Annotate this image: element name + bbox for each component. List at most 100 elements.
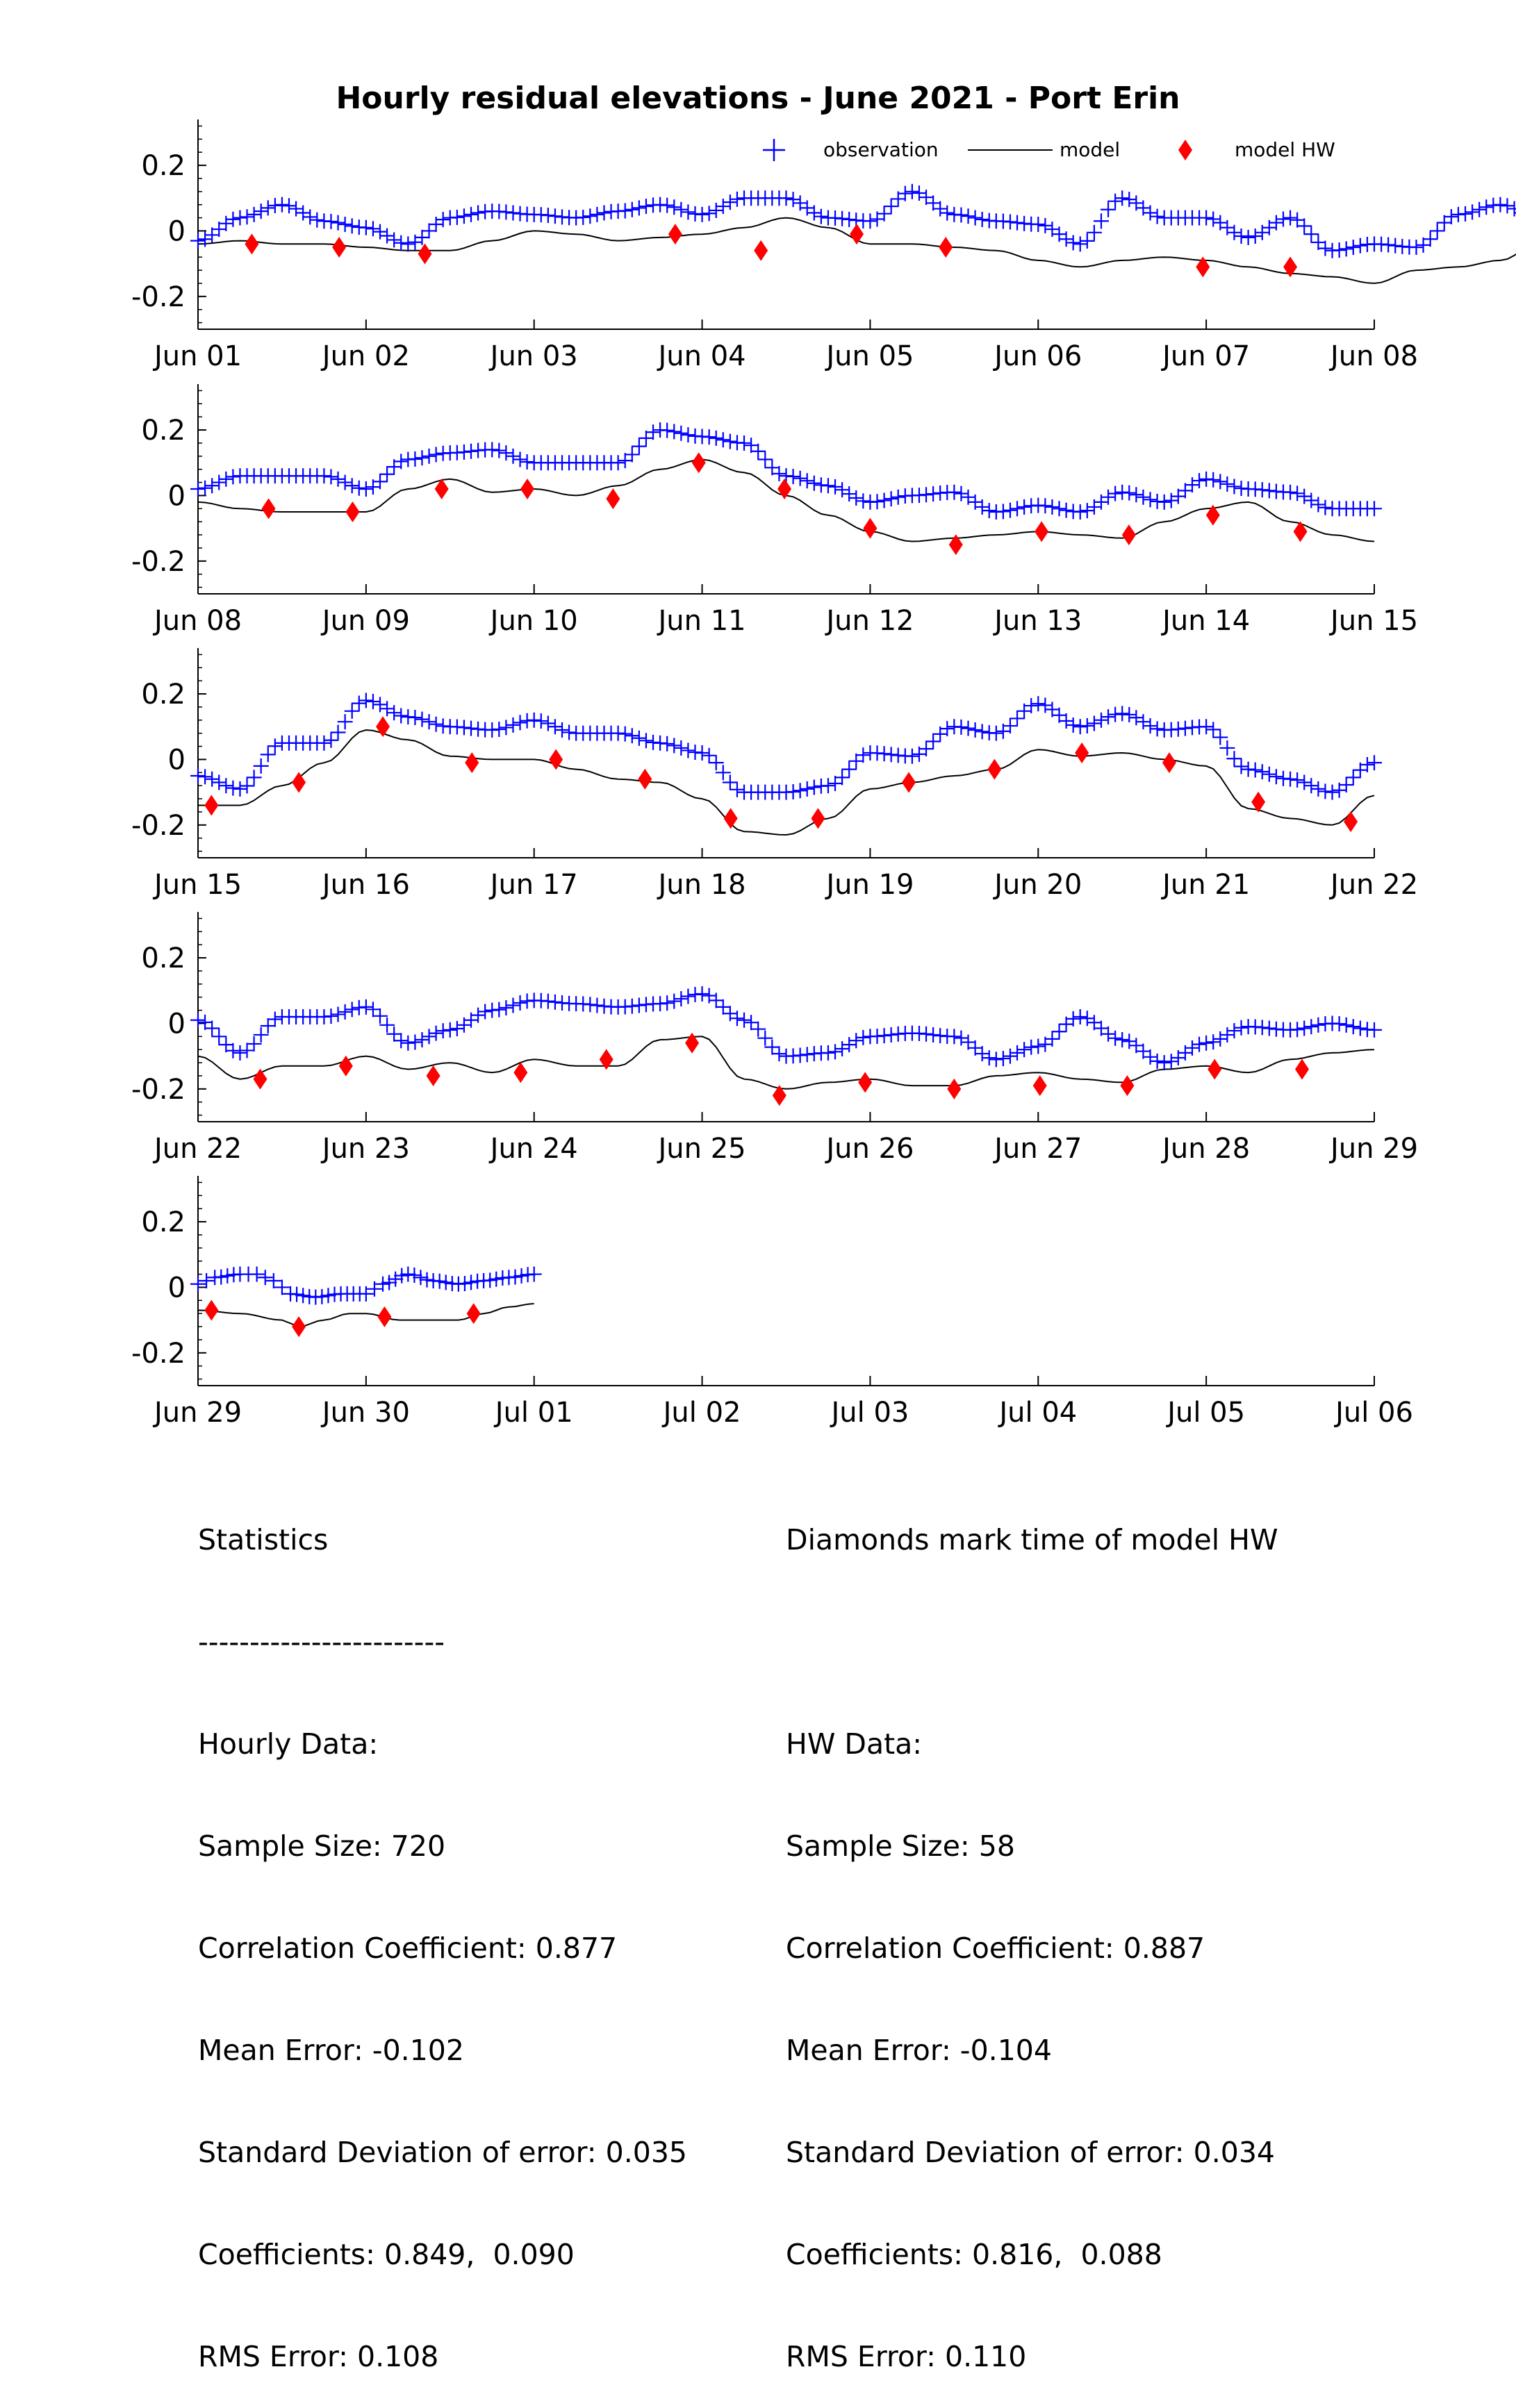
observation-point (624, 728, 640, 744)
observation-point (946, 1029, 962, 1045)
x-tick-label: Jun 28 (1160, 1133, 1250, 1165)
observation-point (841, 1037, 857, 1053)
observation-point (722, 774, 738, 790)
observation-point (1233, 228, 1249, 244)
observation-point (848, 490, 864, 506)
observation-point (344, 703, 360, 719)
observation-point (1072, 504, 1088, 520)
observation-point (407, 710, 423, 726)
observation-point (638, 199, 654, 215)
observation-point (617, 453, 633, 469)
observation-point (1303, 492, 1319, 508)
observation-point (1177, 720, 1193, 736)
observation-point (1128, 710, 1144, 726)
observation-point (316, 468, 332, 484)
observation-point (1142, 492, 1158, 508)
observation-point (302, 209, 318, 225)
x-tick-label: Jun 22 (1328, 869, 1418, 901)
observation-point (1240, 229, 1256, 245)
x-tick-label: Jun 03 (488, 340, 578, 372)
observation-point (1345, 240, 1361, 256)
observation-point (708, 993, 724, 1008)
observation-point (1198, 210, 1214, 226)
model-hw-diamond (426, 1065, 440, 1086)
observation-point (449, 1020, 465, 1036)
observation-point (659, 197, 675, 213)
observation-point (491, 722, 507, 738)
observation-point (540, 993, 556, 1009)
x-tick-label: Jul 03 (829, 1397, 909, 1429)
observation-point (1247, 228, 1263, 244)
observation-point (855, 1029, 871, 1045)
observation-point (406, 1267, 422, 1283)
observation-point (257, 1270, 273, 1286)
observation-point (414, 229, 430, 245)
observation-point (526, 1266, 542, 1282)
observation-point (1296, 774, 1312, 790)
observation-point (1093, 213, 1109, 229)
y-tick-label: -0.2 (131, 1074, 186, 1106)
stats-sample-size: Sample Size: 58 (786, 1829, 1015, 1863)
observation-point (1429, 223, 1445, 239)
observation-point (1331, 1016, 1347, 1032)
x-tick-label: Jun 21 (1160, 869, 1250, 901)
observation-point (431, 1273, 447, 1289)
observation-point (883, 747, 899, 763)
observation-point (1149, 721, 1165, 737)
observation-point (547, 994, 563, 1010)
observation-point (1121, 485, 1137, 501)
x-tick-label: Jun 06 (992, 340, 1082, 372)
observation-point (1114, 706, 1130, 722)
observation-point (1338, 241, 1354, 257)
observation-point (869, 494, 885, 510)
chart-title: Hourly residual elevations - June 2021 -… (336, 81, 1180, 116)
observation-point (729, 1011, 745, 1027)
stats-rms-error: RMS Error: 0.108 (198, 2340, 439, 2373)
observation-point (855, 493, 871, 509)
observation-point (419, 1272, 435, 1288)
observation-point (1345, 1019, 1361, 1035)
observation-point (925, 486, 941, 502)
observation-point (393, 708, 409, 724)
observation-point (330, 1006, 346, 1022)
observation-point (897, 185, 913, 201)
observation-point (680, 988, 696, 1004)
observation-point (673, 740, 689, 756)
observation-point (386, 232, 402, 248)
observation-point (491, 1002, 507, 1018)
observation-point (365, 1002, 381, 1018)
observation-point (1436, 215, 1452, 231)
observation-point (393, 235, 409, 251)
observation-point (1051, 1024, 1067, 1040)
model-hw-diamond (772, 1085, 786, 1106)
observation-point (666, 424, 682, 440)
observation-point (253, 1027, 269, 1043)
model-hw-diamond (1035, 521, 1049, 542)
model-hw-diamond (947, 1078, 962, 1099)
observation-point (834, 482, 850, 498)
observation-point (344, 218, 360, 234)
observation-point (379, 466, 395, 482)
observation-point (1465, 204, 1481, 220)
observation-point (939, 721, 955, 737)
observation-point (967, 722, 983, 738)
observation-point (1079, 233, 1095, 249)
observation-point (988, 1052, 1004, 1068)
observation-point (841, 211, 857, 227)
observation-point (1338, 777, 1354, 793)
panel-1: 0.2 0 -0.2 Jun 01 Jun 02 Jun 03 Jun 04 Jun 05 Ju… (131, 119, 1516, 372)
observation-point (365, 694, 381, 710)
observation-point (1023, 1039, 1039, 1055)
observation-point (1044, 1031, 1060, 1047)
observation-point (617, 726, 633, 742)
observation-point (1030, 217, 1046, 232)
observation-point (1192, 473, 1208, 489)
observation-point (288, 201, 304, 217)
observation-point (834, 210, 850, 226)
model-hw-diamond (1293, 521, 1308, 542)
observation-point (540, 715, 556, 731)
observation-point (778, 190, 794, 206)
observation-point (442, 1022, 458, 1038)
observation-point (265, 1273, 281, 1288)
hw-statistics: Diamonds mark time of model HW HW Data: … (786, 1455, 1278, 2408)
